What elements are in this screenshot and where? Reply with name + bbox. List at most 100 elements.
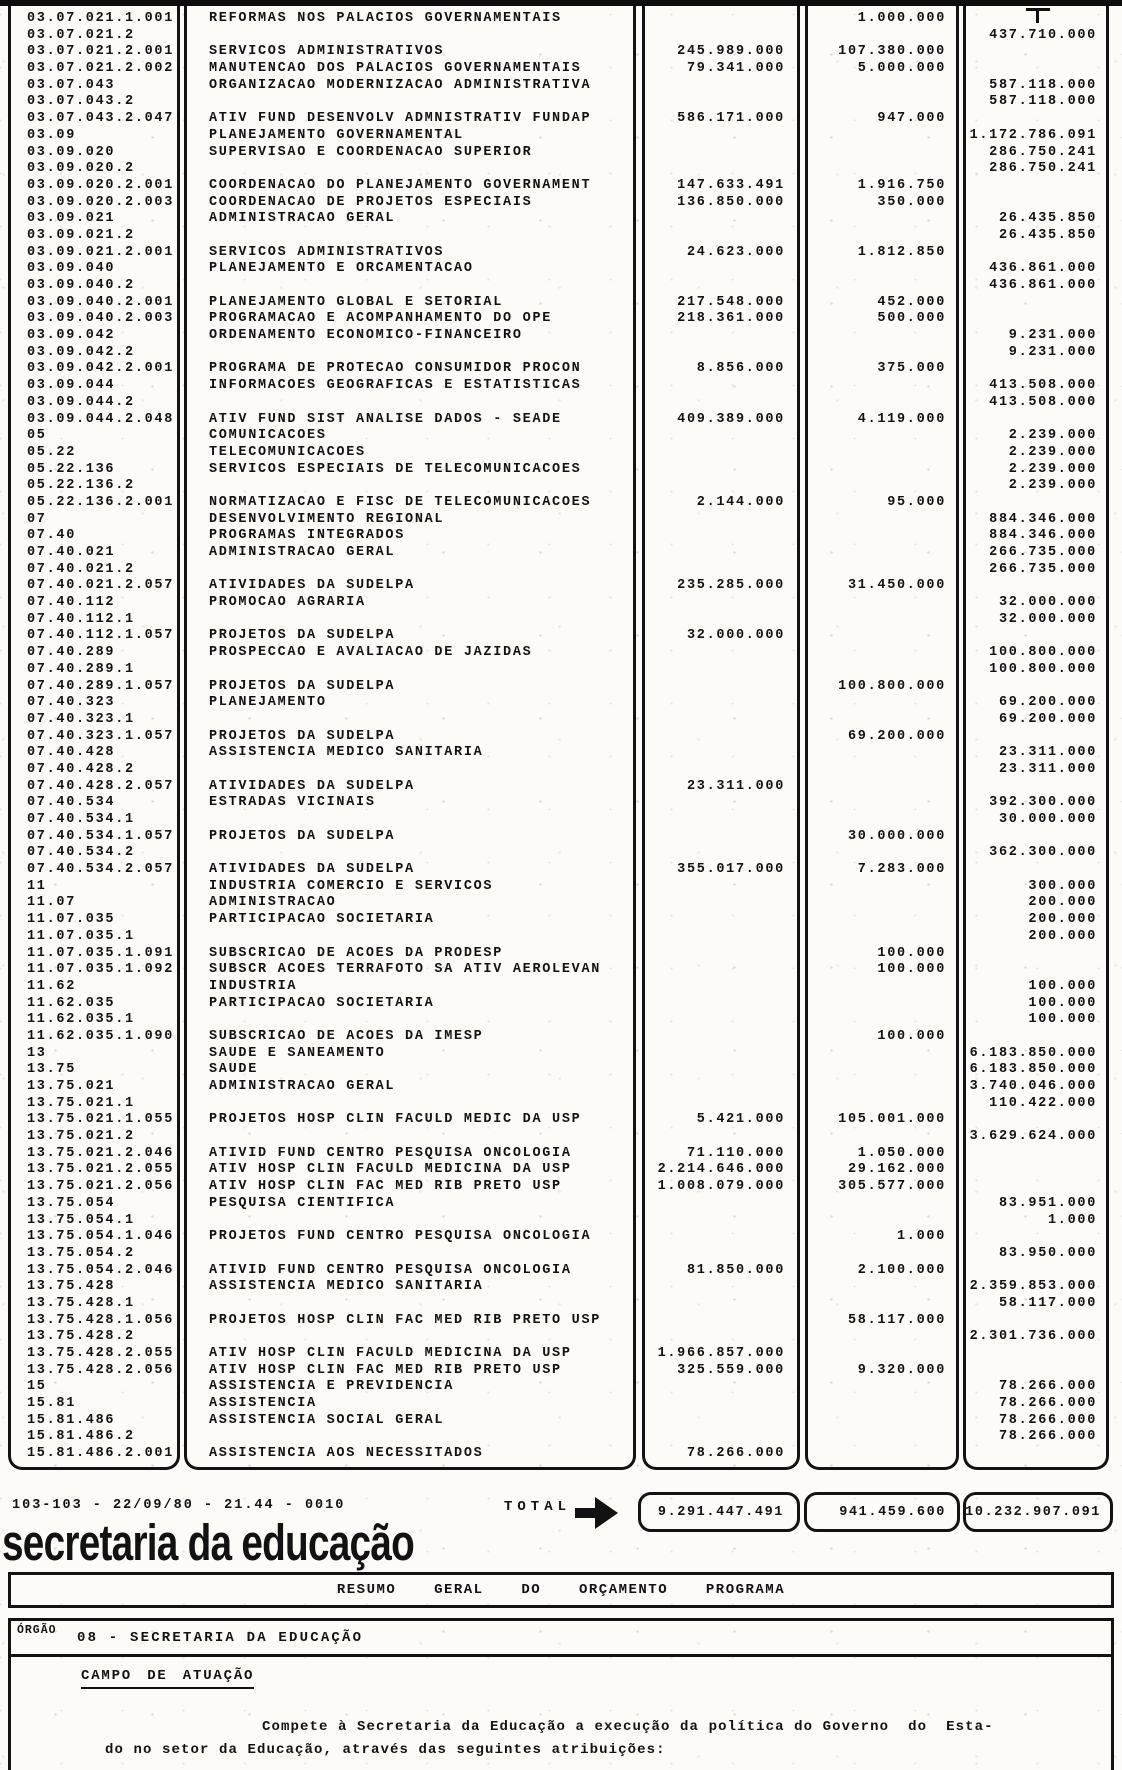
table-cell: ADMINISTRACAO GERAL	[209, 1079, 396, 1094]
table-cell: 32.000.000	[998, 595, 1097, 611]
table-cell: 78.266.000	[998, 1379, 1097, 1395]
table-cell: 286.750.241	[989, 144, 1097, 160]
table-cell	[808, 512, 946, 529]
table-cell	[808, 145, 946, 162]
table-cell: 07.40.289.1.057	[27, 678, 175, 694]
orgao-row: ÓRGÃO 08 - SECRETARIA DA EDUCAÇÃO	[11, 1621, 1111, 1657]
table-cell: 2.239.000	[1008, 478, 1097, 494]
table-cell: 452.000	[877, 294, 946, 310]
table-cell	[645, 679, 785, 696]
table-cell	[209, 1096, 633, 1113]
table-cell: 200.000	[1028, 928, 1097, 944]
table-cell	[209, 1129, 633, 1146]
table-cell: PROSPECCAO E AVALIACAO DE JAZIDAS	[209, 645, 533, 661]
table-cell	[645, 345, 785, 362]
table-cell: ADMINISTRACAO	[209, 895, 337, 911]
table-cell: 07.40.534.1.057	[27, 828, 175, 844]
table-cell: 6.183.850.000	[969, 1062, 1097, 1078]
table-cell	[645, 612, 785, 629]
table-cell	[209, 28, 633, 45]
table-cell: 15	[27, 1379, 47, 1395]
resumo-title: RESUMO GERAL DO ORÇAMENTO PROGRAMA	[336, 1582, 786, 1598]
table-cell	[645, 712, 785, 729]
table-cell: 235.285.000	[677, 578, 785, 594]
table-cell	[209, 1429, 633, 1446]
table-cell	[645, 795, 785, 812]
resumo-box: RESUMO GERAL DO ORÇAMENTO PROGRAMA	[8, 1572, 1114, 1608]
table-cell: PARTICIPACAO SOCIETARIA	[209, 912, 435, 928]
table-cell: 05.22.136.2	[27, 478, 135, 494]
table-cell	[645, 1379, 785, 1396]
total-value-box-1: 9.291.447.491	[638, 1492, 800, 1532]
table-cell: 07.40.112.1	[27, 611, 135, 627]
table-cell	[645, 595, 785, 612]
table-cell: 7.283.000	[857, 862, 946, 878]
table-cell	[808, 161, 946, 178]
table-cell: ASSISTENCIA E PREVIDENCIA	[209, 1379, 455, 1395]
table-cell: 03.09.040	[27, 261, 116, 277]
table-cell	[808, 1012, 946, 1029]
table-cell	[209, 1296, 633, 1313]
table-cell: 07.40.428.2	[27, 761, 135, 777]
table-cell: 2.144.000	[696, 494, 785, 510]
table-cell: 07.40.428.2.057	[27, 778, 175, 794]
table-cell: SAUDE	[209, 1062, 259, 1078]
table-cell	[808, 795, 946, 812]
table-cell: 2.239.000	[1008, 461, 1097, 477]
table-cell	[808, 1429, 946, 1446]
table-cell: 07.40.323	[27, 695, 116, 711]
table-cell	[808, 845, 946, 862]
table-cell	[645, 745, 785, 762]
table-cell: 11.62.035.1.090	[27, 1028, 175, 1044]
table-cell	[808, 595, 946, 612]
table-cell	[645, 946, 785, 963]
table-cell: 200.000	[1028, 895, 1097, 911]
table-cell	[808, 929, 946, 946]
table-cell: 136.850.000	[677, 194, 785, 210]
table-cell	[645, 11, 785, 28]
table-cell: SUPERVISAO E COORDENACAO SUPERIOR	[209, 144, 533, 160]
table-cell	[966, 412, 1097, 429]
table-cell: 436.861.000	[989, 278, 1097, 293]
table-cell	[645, 1429, 785, 1446]
table-cell	[808, 645, 946, 662]
table-cell	[808, 912, 946, 929]
table-cell: 13.75.428.2.055	[27, 1346, 175, 1361]
table-cell: 69.200.000	[998, 695, 1097, 711]
total-value-box-3: 10.232.907.091	[963, 1492, 1113, 1532]
table-cell: 95.000	[887, 494, 946, 510]
table-cell: 03.09.040.2.003	[27, 311, 175, 327]
table-cell: INDUSTRIA COMERCIO E SERVICOS	[209, 878, 494, 894]
table-cell	[966, 361, 1097, 378]
table-cell: 13.75.428.1	[27, 1295, 135, 1311]
table-cell	[808, 895, 946, 912]
table-cell: 1.812.850	[857, 244, 946, 260]
total-label: TOTAL	[504, 1499, 572, 1515]
table-cell	[966, 1179, 1097, 1196]
table-cell: 81.850.000	[686, 1262, 785, 1278]
table-cell: 105.001.000	[838, 1112, 946, 1128]
table-cell	[808, 779, 946, 796]
table-cell: ASSISTENCIA AOS NECESSITADOS	[209, 1446, 484, 1462]
table-cell	[966, 829, 1097, 846]
table-cell	[808, 78, 946, 95]
table-cell	[808, 228, 946, 245]
table-cell: 100.000	[877, 945, 946, 961]
table-cell: 07.40.021.2.057	[27, 578, 175, 594]
table-cell: 69.200.000	[847, 728, 946, 744]
total-arrow-icon	[575, 1497, 618, 1529]
table-cell: NORMATIZACAO E FISC DE TELECOMUNICACOES	[209, 494, 592, 510]
table-cell: 23.311.000	[998, 745, 1097, 761]
table-cell: 05	[27, 428, 47, 444]
table-cell: 218.361.000	[677, 311, 785, 327]
table-cell	[645, 1096, 785, 1113]
table-cell	[966, 111, 1097, 128]
table-cell	[808, 712, 946, 729]
table-cell	[966, 862, 1097, 879]
table-cell	[808, 762, 946, 779]
table-cell	[808, 879, 946, 896]
table-cell: 1.008.079.000	[657, 1179, 785, 1195]
table-cell: 03.09.042	[27, 328, 116, 344]
table-cell: 13.75.021.2.055	[27, 1162, 175, 1178]
table-cell	[645, 929, 785, 946]
